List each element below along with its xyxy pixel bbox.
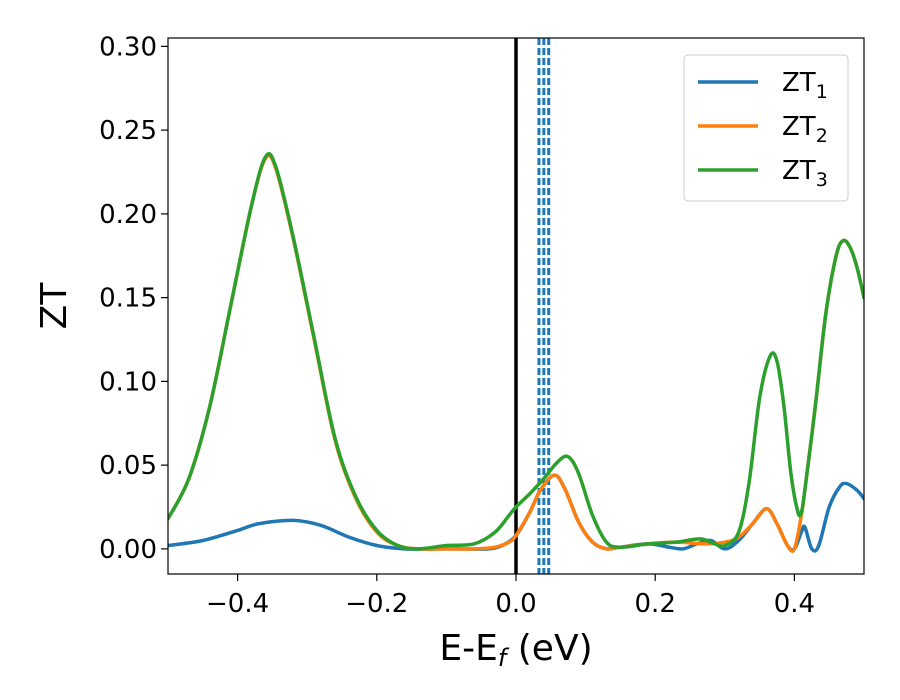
legend-label-zt1: ZT1 — [782, 68, 828, 103]
x-tick-label: 0.4 — [774, 589, 815, 619]
x-tick-label: 0.2 — [635, 589, 676, 619]
y-tick-label: 0.00 — [99, 535, 157, 565]
y-tick-label: 0.15 — [99, 284, 157, 314]
x-tick-label: 0.0 — [495, 589, 536, 619]
legend: ZT1 ZT2 ZT3 — [683, 54, 849, 202]
y-axis-ticks: 0.00 0.05 0.10 0.15 0.20 0.25 0.30 — [99, 32, 168, 565]
y-tick-label: 0.25 — [99, 116, 157, 146]
y-tick-label: 0.20 — [99, 200, 157, 230]
x-tick-label: −0.2 — [345, 589, 408, 619]
x-axis-ticks: −0.4 −0.2 0.0 0.2 0.4 — [206, 574, 815, 619]
y-tick-label: 0.10 — [99, 367, 157, 397]
legend-label-zt3: ZT3 — [782, 156, 828, 191]
y-axis-title: ZT — [34, 282, 75, 330]
x-tick-label: −0.4 — [206, 589, 269, 619]
y-tick-label: 0.05 — [99, 451, 157, 481]
legend-frame — [683, 54, 849, 202]
y-tick-label: 0.30 — [99, 32, 157, 62]
series-line-zt3 — [168, 152, 864, 551]
legend-label-zt2: ZT2 — [782, 112, 828, 147]
x-axis-title: E-Ef (eV) — [439, 628, 592, 672]
series-layer — [168, 152, 864, 553]
